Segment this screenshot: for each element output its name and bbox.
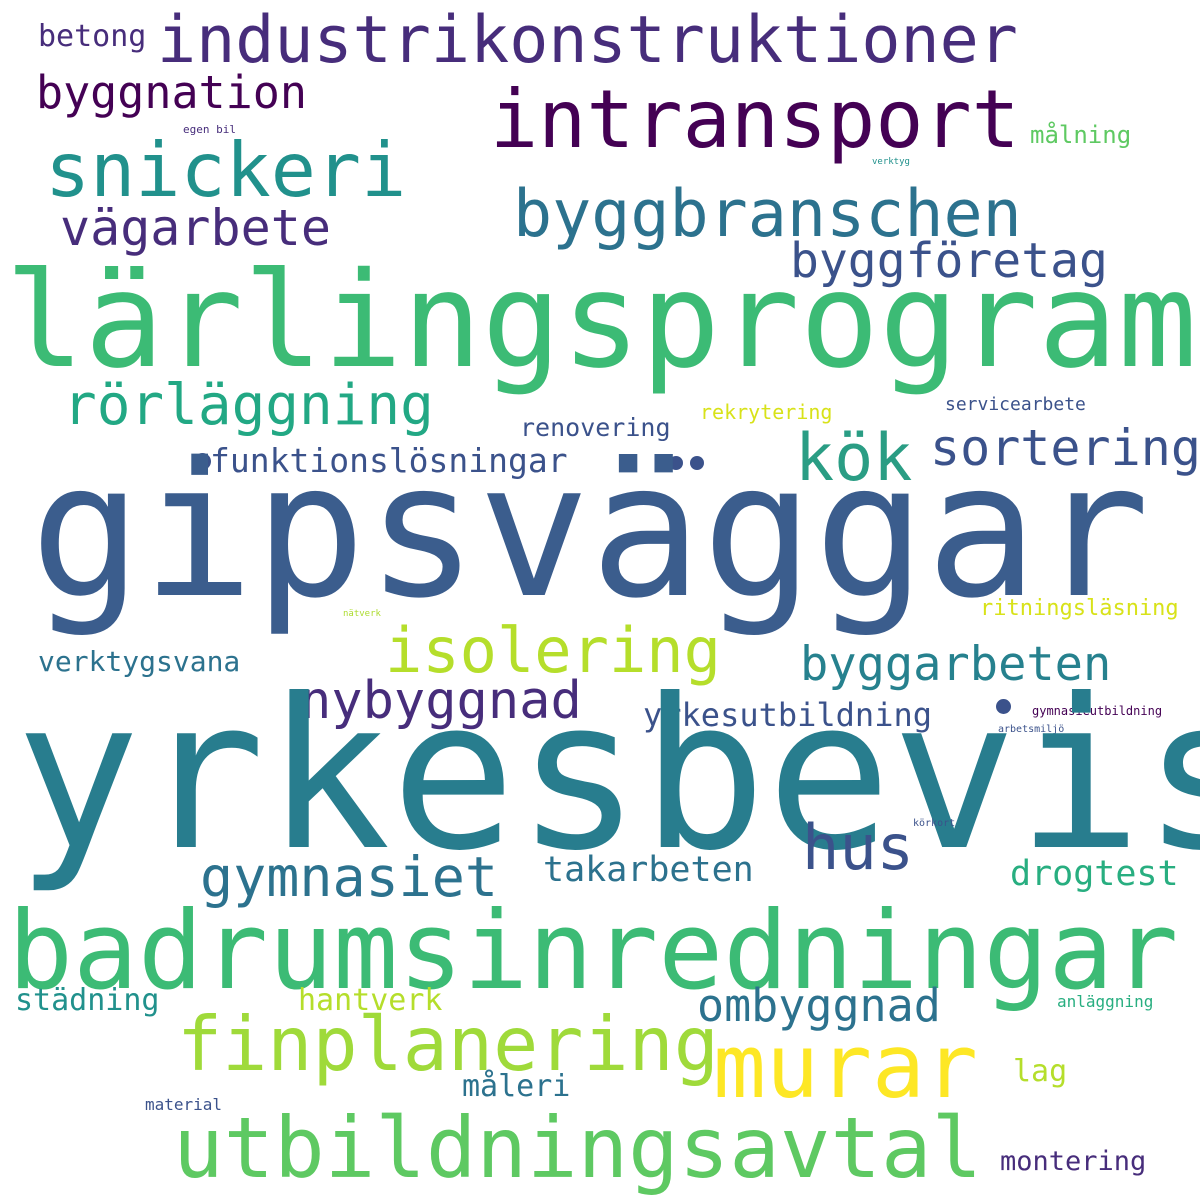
word-montering: montering xyxy=(1000,1146,1147,1177)
word-yrkesbevis: yrkesbevis xyxy=(15,655,1200,897)
word-intransport: intransport xyxy=(490,73,1020,166)
word-kok: kök xyxy=(795,421,913,496)
word-badrumsinredningar: badrumsinredningar xyxy=(8,889,1179,1014)
word-vagarbete: vägarbete xyxy=(60,199,331,257)
word-nybyggnad: nybyggnad xyxy=(300,671,582,731)
word-gipsvaggar: gipsväggar xyxy=(30,422,1150,639)
word-gymnasiet: gymnasiet xyxy=(200,845,499,909)
dot-3 xyxy=(690,456,704,470)
word-sortering: sortering xyxy=(930,419,1200,477)
word-anlaggning: anläggning xyxy=(1057,992,1154,1011)
word-byggarbeten: byggarbeten xyxy=(800,637,1112,692)
word-material: material xyxy=(145,1095,223,1114)
word-isolering: isolering xyxy=(385,614,721,687)
word-maleri: måleri xyxy=(462,1069,571,1104)
word-utbildningsavtal: utbildningsavtal xyxy=(173,1099,983,1197)
word-gymnasieutbildning: gymnasieutbildning xyxy=(1032,704,1163,718)
word-murar: murar xyxy=(713,1015,978,1118)
word-yrkesutbildning: yrkesutbildning xyxy=(643,696,932,734)
word-rekrytering: rekrytering xyxy=(700,400,833,424)
word-rorlaggning: rörläggning xyxy=(63,373,434,438)
word-natverk: nätverk xyxy=(343,609,381,619)
word-industrikonstruktioner: industrikonstruktioner xyxy=(157,3,1018,78)
word-funktionslosningar: funktionslösningar xyxy=(210,441,568,480)
word-drogtest: drogtest xyxy=(1010,854,1179,894)
word-hantverk: hantverk xyxy=(298,983,443,1018)
word-byggnation: byggnation xyxy=(36,66,307,119)
word-larlingsprogram: lärlingsprogram xyxy=(5,244,1198,398)
word-ritningslasning: ritningsläsning xyxy=(980,596,1179,621)
word-korkort: körkort xyxy=(913,818,956,829)
word-finplanering: finplanering xyxy=(177,1000,719,1088)
word-hus: hus xyxy=(802,811,914,884)
word-snickeri: snickeri xyxy=(45,126,407,214)
word-verktygsvana: verktygsvana xyxy=(38,645,241,678)
word-takarbeten: takarbeten xyxy=(543,850,754,890)
dot-2 xyxy=(669,456,683,470)
word-renovering: renovering xyxy=(520,413,671,442)
dot-4 xyxy=(996,699,1011,714)
word-egen-bil: egen bil xyxy=(183,123,236,136)
dot-1 xyxy=(194,453,211,470)
word-betong: betong xyxy=(38,19,147,54)
word-malning: målning xyxy=(1030,121,1132,149)
word-lag: lag xyxy=(1013,1054,1068,1089)
word-byggforetag: byggföretag xyxy=(790,233,1108,289)
word-arbetsmiljo: arbetsmiljö xyxy=(998,724,1065,735)
word-byggbranschen: byggbranschen xyxy=(513,177,1022,252)
word-verktyg: verktyg xyxy=(872,157,910,167)
word-servicearbete: servicearbete xyxy=(945,394,1086,415)
word-ombyggnad: ombyggnad xyxy=(697,979,941,1032)
word-stadning: städning xyxy=(15,983,160,1018)
